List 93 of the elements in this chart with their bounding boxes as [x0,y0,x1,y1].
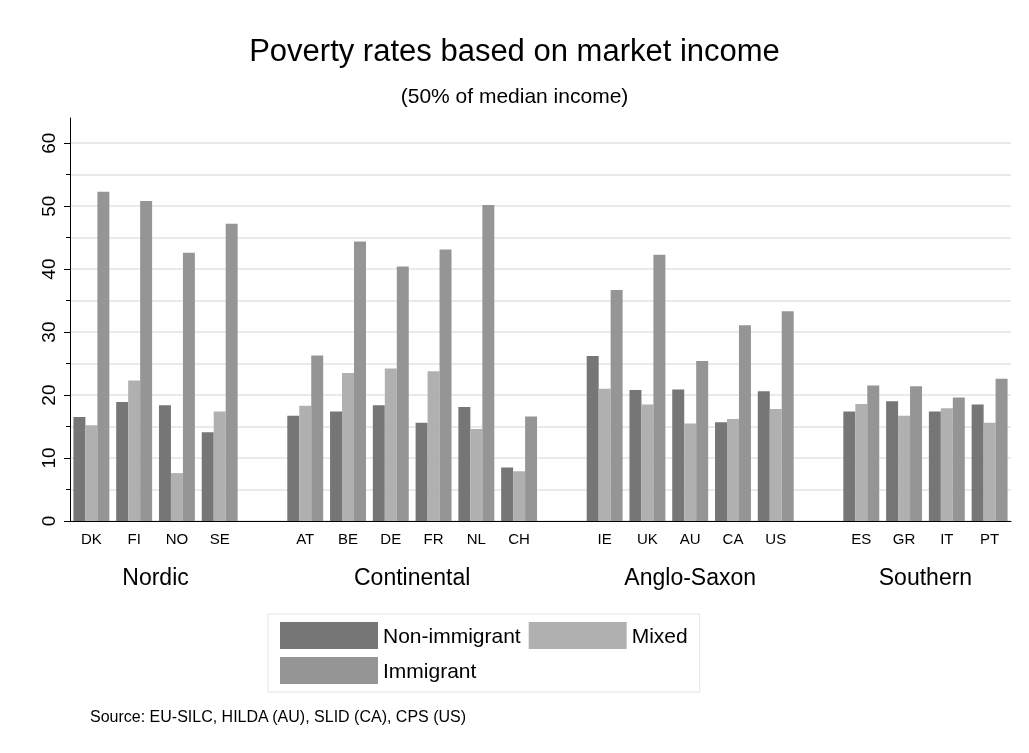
y-tick-label: 60 [38,132,59,154]
bar [886,401,899,521]
bar [415,422,428,521]
x-tick-label: NO [165,530,189,547]
bar [170,473,183,521]
bar [225,223,238,521]
x-tick-label: FR [423,530,444,547]
text: Nordic [122,563,189,590]
bar [182,252,195,521]
bar [501,467,514,521]
bar [140,201,153,521]
bar [769,408,782,521]
bar [610,289,623,521]
bar [482,204,495,521]
y-tick-label: 10 [38,447,59,469]
bar [342,373,355,521]
bar [867,385,880,521]
bar [971,404,984,521]
bar [73,417,86,521]
y-tick-label: 50 [38,195,59,217]
bar [653,254,666,521]
x-tick-label: IT [940,530,954,547]
bar [116,401,129,521]
bar [843,411,856,521]
bar [928,411,941,521]
bar [684,423,697,521]
bar [128,380,141,521]
text: Continental [354,563,471,590]
bar [158,405,171,521]
bar [213,411,226,521]
bar [855,403,868,521]
bar [354,241,366,521]
bar [629,390,642,521]
x-tick-label: CH [508,530,530,547]
text: Southern [878,563,973,590]
bar [898,415,911,521]
x-tick-label: BE [338,530,359,547]
bar [757,391,770,521]
bar [983,422,996,521]
bar [715,422,727,521]
bar [641,404,654,521]
x-tick-label: AU [679,530,701,547]
y-tick-label: 0 [38,515,59,527]
bar [738,325,751,521]
chart-subtitle: (50% of median income) [400,84,629,107]
x-tick-label: DK [80,530,102,547]
legend-label: Immigrant [383,659,477,682]
chart-title: Poverty rates based on market income [249,33,780,68]
bar [726,418,739,521]
x-tick-label: US [765,530,787,547]
bar [330,411,343,521]
bar [85,425,98,521]
y-tick-label: 40 [38,258,59,280]
bar [299,405,312,521]
bar [672,389,685,521]
x-tick-label: ES [851,530,872,547]
bar [513,471,526,521]
bar [97,191,110,521]
source-note: Source: EU-SILC, HILDA (AU), SLID (CA), CPS (US) [90,707,467,725]
bar [311,355,324,521]
legend-label: Mixed [631,624,688,647]
x-tick-label: PT [980,530,1000,547]
bar [781,311,794,521]
bar [586,356,599,521]
bar [427,371,440,521]
bar [952,397,965,521]
bar [470,429,483,521]
bar [525,416,538,521]
x-tick-label: SE [209,530,230,547]
bar [287,415,300,521]
x-tick-label: NL [466,530,486,547]
x-tick-label: UK [637,530,658,547]
x-tick-label: AT [296,530,315,547]
x-tick-label: GR [892,530,916,547]
bar [995,378,1008,521]
bar [396,266,409,521]
bar [696,361,709,521]
bar [458,407,471,521]
bar [910,386,923,521]
bar [384,368,397,521]
y-tick-label: 30 [38,321,59,343]
bar [372,405,385,521]
bar [598,388,611,521]
y-tick-label: 20 [38,384,59,406]
text: Anglo-Saxon [624,563,757,590]
x-tick-label: CA [722,530,744,547]
bar [940,408,953,521]
legend-label: Non-immigrant [383,624,521,647]
bar [439,249,452,521]
bar [201,432,214,521]
x-tick-label: DE [380,530,402,547]
x-tick-label: IE [597,530,612,547]
x-tick-label: FI [127,530,141,547]
